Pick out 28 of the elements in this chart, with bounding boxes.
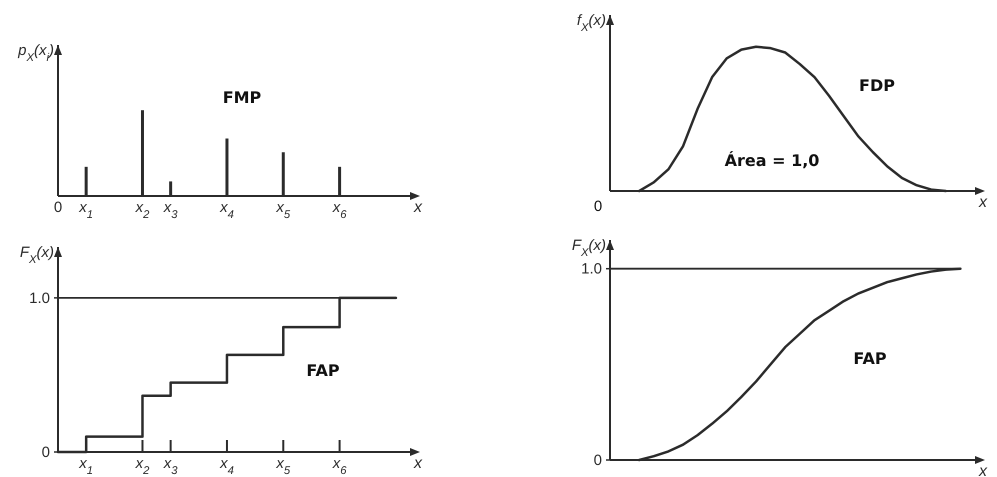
x-tick-label: x$_{2}$ xyxy=(134,199,150,221)
y-axis-title: p$_{X}$(x$_{i}$) xyxy=(17,42,54,64)
x-tick-label: x$_{1}$ xyxy=(78,199,94,221)
annotation: FDP xyxy=(859,76,896,95)
x-tick-label: x$_{4}$ xyxy=(219,455,234,477)
y-axis-title: F$_{X}$(x) xyxy=(572,237,606,259)
y-tick-label: 1.0 xyxy=(29,290,50,307)
annotation: Área = 1,0 xyxy=(724,151,820,170)
x-axis-title: x xyxy=(978,463,988,477)
x-axis-title: x xyxy=(413,455,423,472)
x-tick-label: x$_{6}$ xyxy=(332,455,348,477)
x-tick-label: 0 xyxy=(54,199,62,216)
annotation: FAP xyxy=(853,349,887,368)
y-axis-title: f$_{X}$(x) xyxy=(576,12,606,34)
x-tick-label: x$_{3}$ xyxy=(162,455,178,477)
y-tick-label: 1.0 xyxy=(581,260,602,278)
x-tick-label: x$_{4}$ xyxy=(219,199,234,221)
x-axis-title: x xyxy=(413,199,423,216)
x-tick-label: x$_{1}$ xyxy=(78,455,94,477)
x-tick-label: x$_{6}$ xyxy=(332,199,348,221)
x-tick-label: x$_{5}$ xyxy=(275,199,291,221)
x-axis-title: x xyxy=(978,194,988,211)
x-tick-label: x$_{3}$ xyxy=(162,199,178,221)
y-axis-title: F$_{X}$(x) xyxy=(20,244,54,266)
text: FMP xyxy=(222,88,262,107)
x-tick-label: x$_{5}$ xyxy=(275,455,291,477)
annotation: FAP xyxy=(306,361,340,380)
x-tick-label: x$_{2}$ xyxy=(134,455,150,477)
